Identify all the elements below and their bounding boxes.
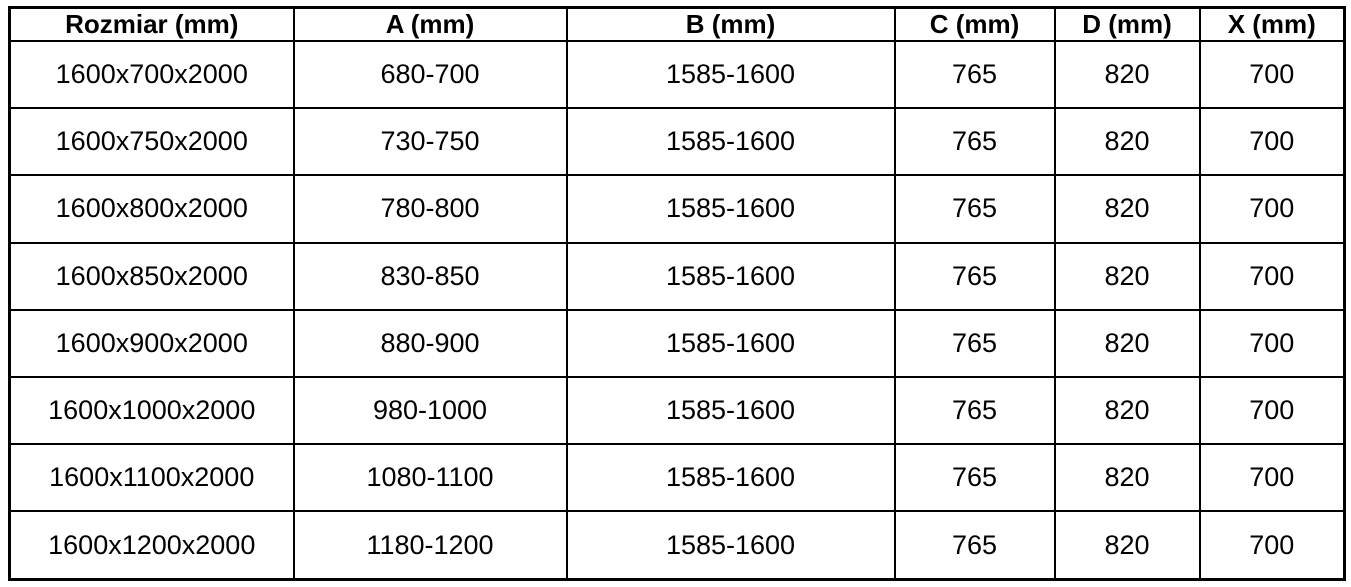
cell-rozmiar: 1600x1100x2000 xyxy=(8,443,295,513)
cell-b: 1585-1600 xyxy=(565,375,896,446)
cell-c: 765 xyxy=(893,39,1056,110)
column-header-c: C (mm) xyxy=(893,6,1056,42)
cell-rozmiar: 1600x750x2000 xyxy=(8,107,295,177)
cell-x: 700 xyxy=(1198,39,1346,110)
cell-a: 880-900 xyxy=(292,308,568,378)
table-row: 1600x900x2000 880-900 1585-1600 765 820 … xyxy=(8,308,1346,378)
cell-a: 980-1000 xyxy=(292,375,568,446)
cell-d: 820 xyxy=(1053,174,1201,244)
cell-d: 820 xyxy=(1053,375,1201,446)
cell-rozmiar: 1600x800x2000 xyxy=(8,174,295,244)
cell-b: 1585-1600 xyxy=(565,308,896,378)
table-row: 1600x700x2000 680-700 1585-1600 765 820 … xyxy=(8,39,1346,110)
cell-x: 700 xyxy=(1198,308,1346,378)
table-row: 1600x1100x2000 1080-1100 1585-1600 765 8… xyxy=(8,443,1346,513)
table-row: 1600x850x2000 830-850 1585-1600 765 820 … xyxy=(8,241,1346,311)
cell-d: 820 xyxy=(1053,39,1201,110)
cell-b: 1585-1600 xyxy=(565,39,896,110)
column-header-rozmiar: Rozmiar (mm) xyxy=(8,6,295,42)
cell-d: 820 xyxy=(1053,241,1201,311)
table-row: 1600x750x2000 730-750 1585-1600 765 820 … xyxy=(8,107,1346,177)
cell-c: 765 xyxy=(893,375,1056,446)
cell-x: 700 xyxy=(1198,443,1346,513)
cell-a: 830-850 xyxy=(292,241,568,311)
cell-b: 1585-1600 xyxy=(565,241,896,311)
cell-rozmiar: 1600x1000x2000 xyxy=(8,375,295,446)
cell-c: 765 xyxy=(893,443,1056,513)
dimensions-table-container: Rozmiar (mm) A (mm) B (mm) C (mm) D (mm)… xyxy=(8,6,1346,581)
cell-rozmiar: 1600x1200x2000 xyxy=(8,510,295,581)
cell-a: 730-750 xyxy=(292,107,568,177)
cell-a: 1080-1100 xyxy=(292,443,568,513)
dimensions-table: Rozmiar (mm) A (mm) B (mm) C (mm) D (mm)… xyxy=(8,6,1346,581)
cell-b: 1585-1600 xyxy=(565,107,896,177)
cell-x: 700 xyxy=(1198,107,1346,177)
cell-c: 765 xyxy=(893,174,1056,244)
table-row: 1600x1200x2000 1180-1200 1585-1600 765 8… xyxy=(8,510,1346,581)
cell-c: 765 xyxy=(893,510,1056,581)
cell-x: 700 xyxy=(1198,510,1346,581)
cell-rozmiar: 1600x900x2000 xyxy=(8,308,295,378)
cell-a: 1180-1200 xyxy=(292,510,568,581)
cell-b: 1585-1600 xyxy=(565,510,896,581)
cell-x: 700 xyxy=(1198,375,1346,446)
cell-c: 765 xyxy=(893,241,1056,311)
column-header-x: X (mm) xyxy=(1198,6,1346,42)
cell-d: 820 xyxy=(1053,308,1201,378)
cell-b: 1585-1600 xyxy=(565,174,896,244)
cell-d: 820 xyxy=(1053,443,1201,513)
table-row: 1600x800x2000 780-800 1585-1600 765 820 … xyxy=(8,174,1346,244)
cell-rozmiar: 1600x850x2000 xyxy=(8,241,295,311)
cell-rozmiar: 1600x700x2000 xyxy=(8,39,295,110)
header-row: Rozmiar (mm) A (mm) B (mm) C (mm) D (mm)… xyxy=(8,6,1346,42)
cell-a: 780-800 xyxy=(292,174,568,244)
cell-c: 765 xyxy=(893,308,1056,378)
cell-b: 1585-1600 xyxy=(565,443,896,513)
column-header-a: A (mm) xyxy=(292,6,568,42)
table-row: 1600x1000x2000 980-1000 1585-1600 765 82… xyxy=(8,375,1346,446)
cell-d: 820 xyxy=(1053,510,1201,581)
column-header-b: B (mm) xyxy=(565,6,896,42)
cell-a: 680-700 xyxy=(292,39,568,110)
cell-x: 700 xyxy=(1198,241,1346,311)
cell-x: 700 xyxy=(1198,174,1346,244)
cell-c: 765 xyxy=(893,107,1056,177)
cell-d: 820 xyxy=(1053,107,1201,177)
column-header-d: D (mm) xyxy=(1053,6,1201,42)
